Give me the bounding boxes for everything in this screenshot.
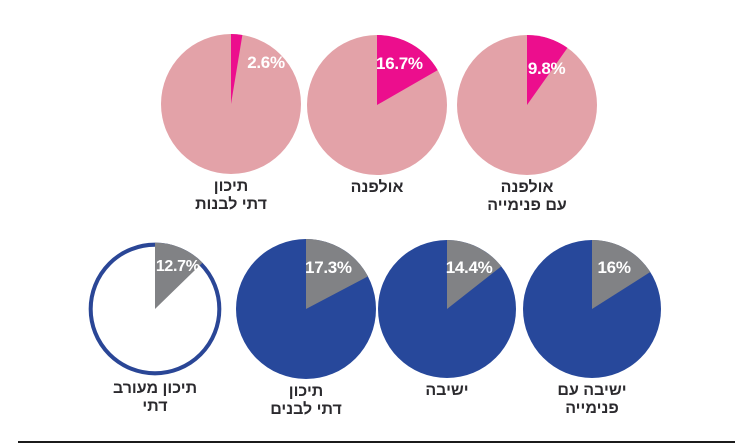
pie-category-label-line: אולפנה	[500, 179, 554, 196]
pie-slice	[447, 240, 502, 309]
pie-category-label-line: תיכון	[288, 383, 324, 400]
pie-category-label: ישיבה עם פנימייה	[502, 382, 682, 418]
pie-chart-religious-high-school-girls: 2.6% תיכון דתי לבנות	[161, 34, 301, 213]
pie-category-label-line: תיכון	[213, 178, 249, 195]
pie-disc	[88, 242, 222, 376]
pie-slice	[592, 240, 651, 309]
pie-value-label: 2.6%	[247, 53, 285, 73]
pie-category-label-line: פנימייה	[565, 400, 619, 417]
pie-value-label: 14.4%	[445, 258, 493, 278]
pie-disc	[236, 239, 376, 379]
pie-category-label-line: דתי	[142, 398, 168, 415]
divider-line	[18, 441, 735, 443]
pie-chart-religious-high-school-boys: 17.3% תיכון דתי לבנים	[236, 239, 376, 418]
pie-disc	[457, 35, 597, 175]
pie-category-label: אולפנה	[287, 179, 467, 197]
pie-value-label: 17.3%	[305, 257, 352, 277]
pie-category-label: תיכון דתי לבנות	[141, 178, 321, 214]
pie-category-label-line: דתי לבנים	[270, 401, 342, 418]
pie-disc	[161, 34, 301, 174]
pie-category-label-line: ישיבה	[425, 382, 469, 399]
pie-category-label-line: אולפנה	[350, 179, 404, 196]
pie-category-label: תיכון מעורב דתי	[65, 380, 245, 416]
pie-category-label-line: עם פנימייה	[487, 197, 567, 214]
pie-chart-yeshiva: 14.4% ישיבה	[378, 240, 516, 399]
pie-category-label: ישיבה	[357, 382, 537, 400]
pie-disc	[307, 35, 447, 175]
pie-value-label: 16%	[597, 258, 631, 278]
pie-chart-yeshiva-with-boarding: 16% ישיבה עם פנימייה	[523, 240, 661, 417]
pie-slice	[231, 34, 243, 104]
pie-value-label: 16.7%	[376, 53, 423, 73]
pie-category-label-line: תיכון מעורב	[112, 380, 198, 397]
pie-chart-mixed-religious-high-school: 12.7% תיכון מעורב דתי	[88, 242, 222, 415]
pie-slice	[527, 35, 568, 105]
pie-category-label-line: ישיבה עם	[557, 382, 627, 399]
pie-category-label: תיכון דתי לבנים	[216, 383, 396, 419]
pie-slice	[155, 242, 203, 309]
pie-value-label: 12.7%	[155, 258, 200, 276]
pie-disc	[378, 240, 516, 378]
pie-category-label: אולפנה עם פנימייה	[437, 179, 617, 215]
pie-disc	[523, 240, 661, 378]
pie-chart-ulpana-with-boarding: 9.8% אולפנה עם פנימייה	[457, 35, 597, 214]
pie-value-label: 9.8%	[527, 58, 566, 78]
pie-chart-ulpana: 16.7% אולפנה	[307, 35, 447, 196]
pie-category-label-line: דתי לבנות	[195, 196, 267, 213]
pie-slice	[377, 35, 438, 105]
pie-slice	[306, 239, 368, 309]
